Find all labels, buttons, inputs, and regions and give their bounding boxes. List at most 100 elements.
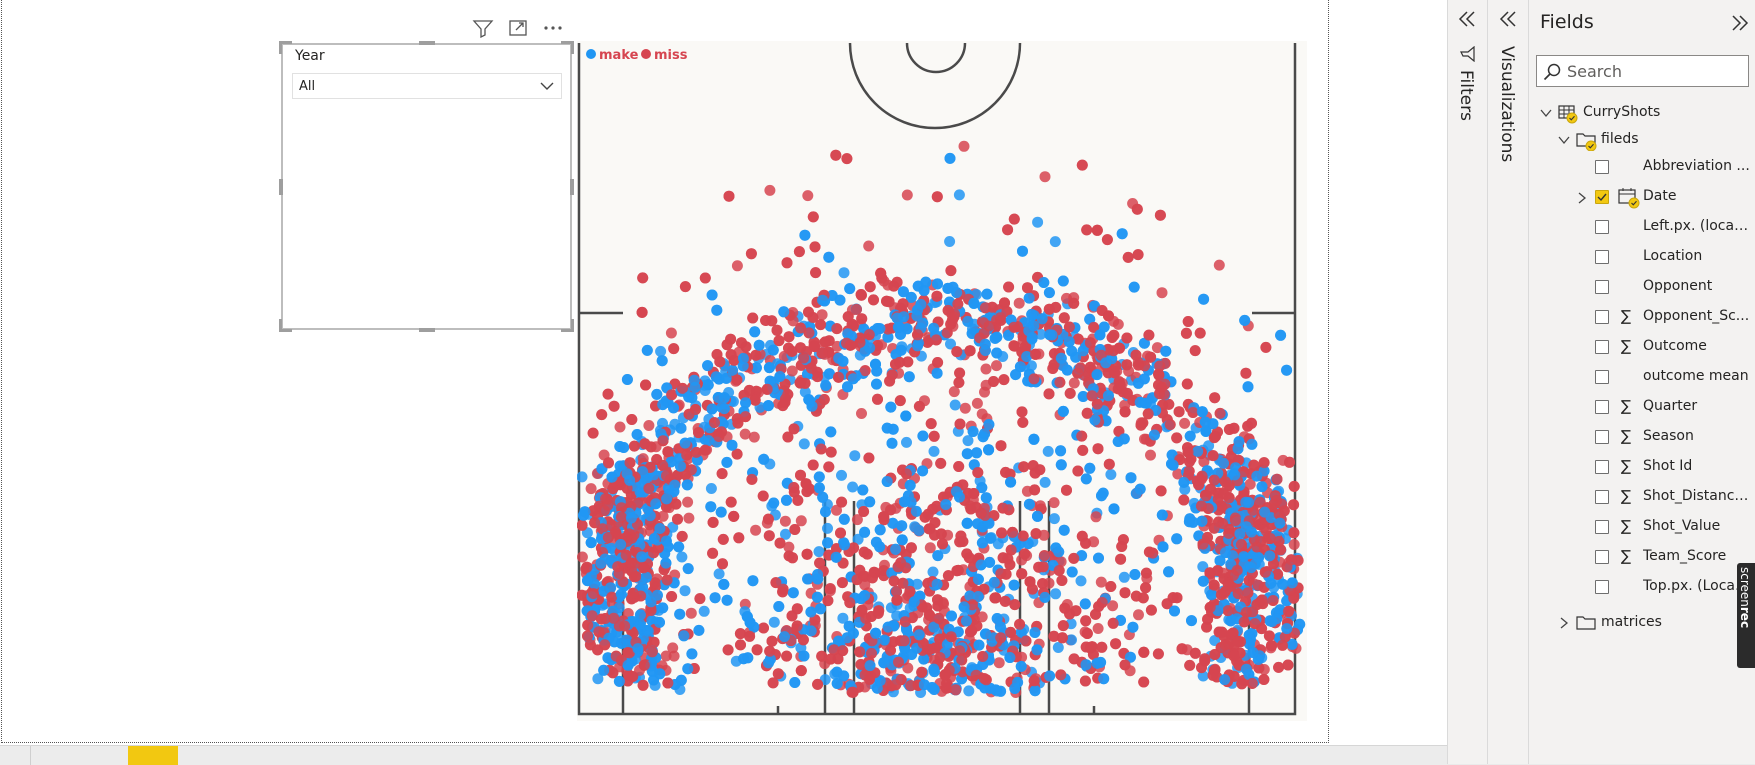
shot-make (1169, 605, 1180, 617)
focus-mode-icon[interactable] (508, 18, 528, 42)
field-checkbox[interactable] (1595, 160, 1609, 174)
field-item[interactable]: Left.px. (locati... (1529, 215, 1755, 241)
chevron-down-icon[interactable] (1539, 106, 1553, 124)
shot-make (1124, 651, 1136, 663)
visualizations-pane[interactable]: Visualizations (1487, 0, 1528, 764)
field-checkbox[interactable] (1595, 220, 1609, 234)
collapse-filters-icon[interactable] (1457, 10, 1477, 32)
shot-make (1140, 397, 1152, 409)
field-checkbox[interactable] (1595, 520, 1609, 534)
shot-chart[interactable]: make miss (577, 41, 1307, 721)
folder-fileds[interactable]: fileds (1529, 128, 1755, 154)
resize-corner-br[interactable] (561, 319, 574, 332)
search-box[interactable] (1536, 55, 1749, 87)
field-checkbox[interactable] (1595, 340, 1609, 354)
year-dropdown[interactable]: All (292, 73, 562, 99)
shot-miss (991, 360, 1002, 372)
field-checkbox[interactable] (1595, 460, 1609, 474)
field-item[interactable]: ∑ Team_Score (1529, 545, 1755, 571)
shot-miss (1187, 407, 1199, 418)
shot-make (1031, 644, 1043, 656)
shot-miss (1002, 224, 1014, 236)
shot-make (896, 520, 908, 532)
screenrec-watermark: screenrec (1737, 563, 1755, 668)
legend: make miss (586, 48, 688, 63)
page-tab-active[interactable] (128, 746, 178, 765)
shot-make (645, 596, 657, 608)
shot-make (953, 189, 965, 201)
filters-pane[interactable]: Filters (1447, 0, 1487, 764)
folder-matrices[interactable]: matrices (1529, 611, 1755, 637)
shot-miss (783, 331, 795, 343)
field-checkbox[interactable] (1595, 490, 1609, 504)
field-checkbox[interactable] (1595, 580, 1609, 594)
field-item[interactable]: ∑ Outcome (1529, 335, 1755, 361)
shot-miss (739, 428, 751, 440)
shot-miss (954, 418, 966, 430)
field-checkbox[interactable] (1595, 370, 1609, 384)
shot-make (984, 532, 996, 544)
resize-handle-bottom[interactable] (419, 328, 435, 332)
field-checkbox[interactable] (1595, 280, 1609, 294)
field-item[interactable]: Date (1529, 185, 1755, 211)
shot-miss (707, 516, 719, 528)
shot-make (834, 294, 846, 306)
shot-miss (881, 295, 893, 307)
filter-icon[interactable] (472, 18, 494, 42)
field-item[interactable]: Location (1529, 245, 1755, 271)
shot-miss (1020, 340, 1032, 352)
shot-miss (615, 511, 627, 523)
chevron-right-icon[interactable] (1576, 192, 1588, 204)
field-item[interactable]: ∑ Shot_Value (1529, 515, 1755, 541)
shot-make (1091, 369, 1103, 381)
chevron-down-icon[interactable] (1557, 133, 1571, 151)
field-checkbox[interactable] (1595, 400, 1609, 414)
field-item[interactable]: ∑ Shot_Distance... (1529, 485, 1755, 511)
field-item[interactable]: ∑ Season (1529, 425, 1755, 451)
table-curryshots[interactable]: CurryShots (1529, 101, 1755, 127)
collapse-visualizations-icon[interactable] (1498, 10, 1518, 32)
field-item[interactable]: ∑ Opponent_Sc... (1529, 305, 1755, 331)
field-item[interactable]: Top.px. (Locati... (1529, 575, 1755, 601)
shot-miss (812, 678, 824, 690)
field-item[interactable]: Opponent (1529, 275, 1755, 301)
shot-miss (657, 510, 669, 522)
resize-handle-left[interactable] (279, 179, 283, 195)
field-item[interactable]: ∑ Quarter (1529, 395, 1755, 421)
filters-label[interactable]: Filters (1456, 70, 1476, 121)
shot-make (813, 471, 825, 483)
shot-make (598, 664, 610, 676)
shot-miss (1212, 565, 1224, 576)
field-item[interactable]: Abbreviation ... (1529, 155, 1755, 181)
shot-miss (685, 464, 697, 476)
resize-corner-bl[interactable] (279, 319, 292, 332)
shot-make (874, 524, 886, 536)
shot-make (1032, 216, 1044, 228)
shot-miss (1013, 297, 1025, 309)
field-checkbox[interactable] (1595, 550, 1609, 564)
shot-miss (945, 631, 957, 643)
resize-corner-tl[interactable] (279, 41, 292, 54)
field-checkbox[interactable] (1595, 250, 1609, 264)
visualizations-label[interactable]: Visualizations (1497, 46, 1517, 163)
field-item[interactable]: ∑ Shot Id (1529, 455, 1755, 481)
field-item[interactable]: outcome mean (1529, 365, 1755, 391)
resize-handle-top[interactable] (419, 41, 435, 45)
shot-miss (681, 449, 693, 461)
shot-miss (905, 680, 917, 692)
chevron-right-icon[interactable] (1557, 616, 1571, 634)
field-checkbox[interactable] (1595, 190, 1609, 204)
search-input[interactable] (1567, 59, 1742, 83)
collapse-fields-icon[interactable] (1730, 14, 1750, 36)
shot-miss (1151, 342, 1163, 354)
field-checkbox[interactable] (1595, 430, 1609, 444)
year-slicer[interactable]: Year All (279, 41, 574, 332)
resize-handle-right[interactable] (570, 179, 574, 195)
more-options-icon[interactable] (542, 18, 564, 42)
shot-make (615, 588, 627, 600)
field-checkbox[interactable] (1595, 310, 1609, 324)
resize-corner-tr[interactable] (561, 41, 574, 54)
shot-miss (1076, 530, 1088, 542)
field-label: Season (1643, 428, 1694, 444)
shot-miss (807, 312, 819, 323)
